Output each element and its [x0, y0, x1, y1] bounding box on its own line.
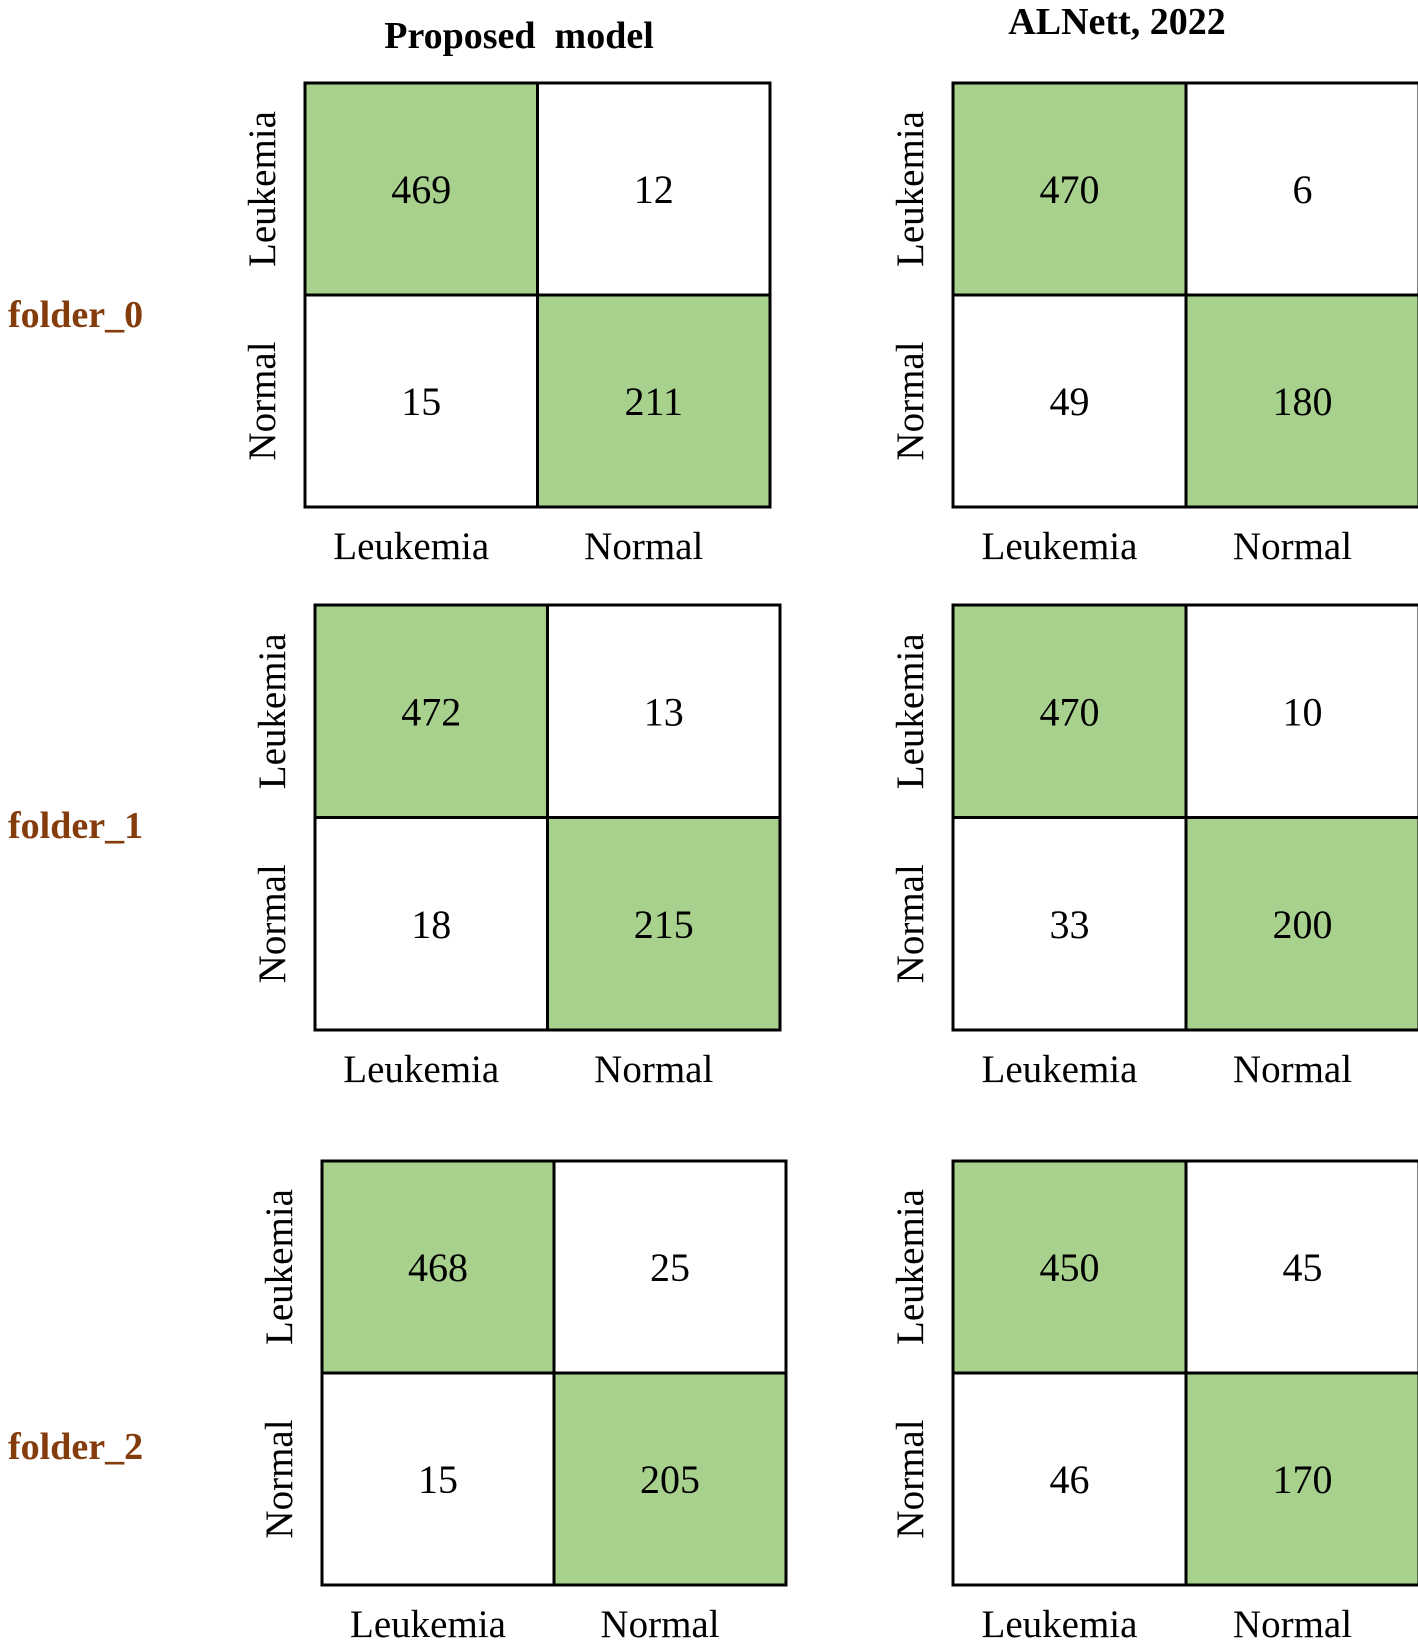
matrix-cell — [951, 293, 1188, 509]
cell-value-label: 10 — [1283, 689, 1323, 734]
matrix-cell — [1184, 1371, 1418, 1587]
matrix-cell — [1184, 293, 1418, 509]
confusion-matrix-folder_2-proposed: 468 25 15 205 Leukemia Normal Leukemia Normal — [258, 1159, 788, 1641]
y-tick-label: Normal — [251, 864, 294, 983]
x-tick-label: Leukemia — [982, 1603, 1138, 1641]
x-tick-label: Normal — [584, 525, 703, 568]
cell-value-label: 6 — [1293, 167, 1313, 212]
matrix-cell — [1184, 816, 1418, 1032]
matrix-cell — [303, 293, 539, 509]
confusion-matrix-folder_0-alnett: 470 6 49 180 Leukemia Normal Leukemia Normal — [889, 81, 1418, 568]
matrix-cell — [536, 81, 772, 297]
matrix-cell — [552, 1371, 788, 1587]
y-tick-label: Leukemia — [889, 633, 932, 789]
matrix-cell — [951, 81, 1188, 297]
cell-value-label: 25 — [650, 1245, 690, 1290]
matrix-cell — [546, 603, 782, 819]
x-tick-label: Normal — [594, 1048, 713, 1091]
cell-value-label: 45 — [1283, 1245, 1323, 1290]
row-label-folder-1: folder_1 — [8, 805, 143, 847]
y-tick-label: Leukemia — [889, 1189, 932, 1345]
matrix-cell — [951, 816, 1188, 1032]
column-title-alnett-2022: ALNett, 2022 — [1008, 1, 1225, 43]
cell-value-label: 472 — [401, 689, 461, 734]
matrix-cell — [313, 603, 549, 819]
y-tick-label: Leukemia — [889, 111, 932, 267]
cell-value-label: 205 — [640, 1457, 700, 1502]
y-tick-label: Normal — [889, 864, 932, 983]
y-tick-label: Normal — [889, 1419, 932, 1538]
x-tick-label: Leukemia — [982, 525, 1138, 568]
cell-value-label: 13 — [644, 689, 684, 734]
cell-value-label: 12 — [634, 167, 674, 212]
matrix-cell — [951, 1371, 1188, 1587]
confusion-matrix-folder_2-alnett: 450 45 46 170 Leukemia Normal Leukemia Normal — [889, 1159, 1418, 1641]
matrix-cell — [320, 1371, 556, 1587]
cell-value-label: 18 — [411, 902, 451, 947]
matrix-cell — [303, 81, 539, 297]
confusion-matrix-folder_0-proposed: 469 12 15 211 Leukemia Normal Leukemia Normal — [241, 81, 772, 568]
y-tick-label: Normal — [241, 341, 284, 460]
cell-value-label: 15 — [401, 379, 441, 424]
confusion-matrix-folder_1-alnett: 470 10 33 200 Leukemia Normal Leukemia Normal — [889, 603, 1418, 1091]
x-tick-label: Leukemia — [343, 1048, 499, 1091]
column-title-proposed-model: Proposed model — [384, 15, 654, 57]
y-tick-label: Leukemia — [258, 1189, 301, 1345]
cell-value-label: 450 — [1040, 1245, 1100, 1290]
y-tick-label: Leukemia — [241, 111, 284, 267]
x-tick-label: Normal — [600, 1603, 719, 1641]
cell-value-label: 15 — [418, 1457, 458, 1502]
matrix-cell — [552, 1159, 788, 1375]
matrix-cell — [951, 1159, 1188, 1375]
cell-value-label: 469 — [391, 167, 451, 212]
confusion-matrix-folder_1-proposed: 472 13 18 215 Leukemia Normal Leukemia Normal — [251, 603, 782, 1091]
x-tick-label: Normal — [1233, 525, 1352, 568]
cell-value-label: 468 — [408, 1245, 468, 1290]
x-tick-label: Normal — [1233, 1048, 1352, 1091]
x-tick-label: Leukemia — [350, 1603, 506, 1641]
matrix-cell — [546, 816, 782, 1032]
cell-value-label: 33 — [1050, 902, 1090, 947]
matrix-cell — [1184, 603, 1418, 819]
matrix-cell — [1184, 81, 1418, 297]
x-tick-label: Leukemia — [333, 525, 489, 568]
cell-value-label: 211 — [624, 379, 683, 424]
y-tick-label: Normal — [889, 341, 932, 460]
cell-value-label: 49 — [1050, 379, 1090, 424]
x-tick-label: Normal — [1233, 1603, 1352, 1641]
y-tick-label: Leukemia — [251, 633, 294, 789]
row-label-folder-0: folder_0 — [8, 294, 143, 336]
matrix-cell — [313, 816, 549, 1032]
cell-value-label: 200 — [1273, 902, 1333, 947]
cell-value-label: 215 — [634, 902, 694, 947]
x-tick-label: Leukemia — [982, 1048, 1138, 1091]
cell-value-label: 470 — [1040, 689, 1100, 734]
matrix-cell — [951, 603, 1188, 819]
cell-value-label: 46 — [1050, 1457, 1090, 1502]
matrix-cell — [536, 293, 772, 509]
y-tick-label: Normal — [258, 1419, 301, 1538]
matrix-cell — [320, 1159, 556, 1375]
cell-value-label: 470 — [1040, 167, 1100, 212]
cell-value-label: 180 — [1273, 379, 1333, 424]
row-label-folder-2: folder_2 — [8, 1426, 143, 1468]
cell-value-label: 170 — [1273, 1457, 1333, 1502]
